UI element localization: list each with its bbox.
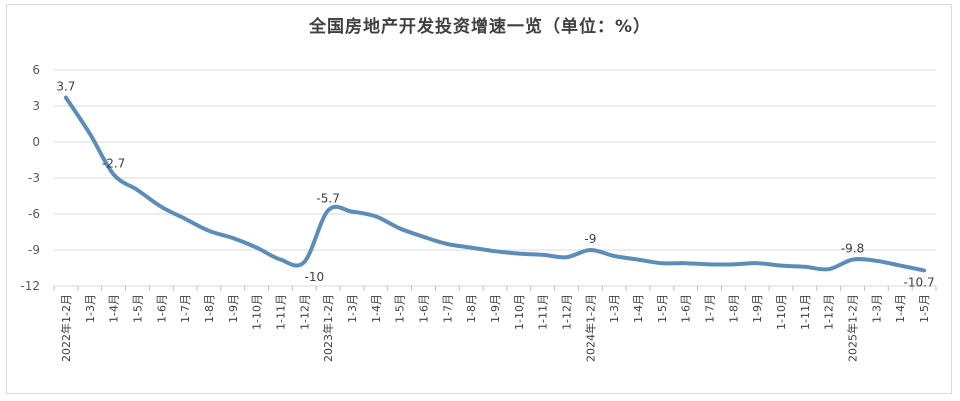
x-tick-label: 1-10月 (513, 294, 526, 330)
x-tick-label: 1-5月 (394, 294, 407, 323)
x-tick-label: 1-9月 (489, 294, 502, 323)
x-tick-label: 1-4月 (632, 294, 645, 323)
x-tick-label: 1-3月 (608, 294, 621, 323)
data-label: -2.7 (102, 156, 125, 170)
x-tick-label: 1-7月 (441, 294, 454, 323)
chart-frame (6, 4, 952, 394)
x-tick-label: 1-5月 (918, 294, 931, 323)
x-tick-label: 1-12月 (298, 294, 311, 330)
x-tick-label: 1-5月 (656, 294, 669, 323)
x-tick-label: 1-12月 (561, 294, 574, 330)
y-tick-label: 0 (32, 135, 40, 149)
series-line (63, 95, 927, 273)
y-tick-label: -6 (28, 207, 40, 221)
x-tick-label: 1-12月 (823, 294, 836, 330)
data-label: 3.7 (56, 80, 75, 94)
x-tick-label: 1-6月 (417, 294, 430, 323)
x-tick-label: 1-10月 (251, 294, 264, 330)
x-tick-label: 1-3月 (84, 294, 97, 323)
x-tick-label: 1-9月 (227, 294, 240, 323)
x-tick-label: 1-8月 (203, 294, 216, 323)
x-tick-label: 1-4月 (894, 294, 907, 323)
x-tick-label: 1-4月 (370, 294, 383, 323)
data-label: -10 (304, 270, 324, 284)
x-tick-label: 2025年1-2月 (846, 294, 860, 362)
x-tick-label: 2022年1-2月 (59, 294, 73, 362)
x-tick-label: 1-11月 (799, 294, 812, 330)
data-label: -9.8 (841, 242, 864, 256)
x-tick-label: 1-6月 (155, 294, 168, 323)
x-tick-label: 1-11月 (537, 294, 550, 330)
x-tick-label: 1-6月 (680, 294, 693, 323)
y-tick-label: -12 (20, 279, 40, 293)
x-tick-label: 1-8月 (465, 294, 478, 323)
chart-title: 全国房地产开发投资增速一览（单位：%） (308, 17, 652, 37)
data-label: -9 (584, 232, 596, 246)
y-tick-label: 6 (32, 63, 40, 77)
x-tick-label: 1-3月 (870, 294, 883, 323)
x-tick-label: 1-7月 (179, 294, 192, 323)
x-tick-label: 1-10月 (775, 294, 788, 330)
x-tick-label: 1-4月 (108, 294, 121, 323)
x-tick-label: 1-9月 (751, 294, 764, 323)
x-tick-label: 1-5月 (131, 294, 144, 323)
data-label: -10.7 (904, 275, 935, 289)
y-tick-label: 3 (32, 99, 40, 113)
x-tick-label: 2024年1-2月 (583, 294, 597, 362)
data-label: -5.7 (316, 191, 339, 205)
x-tick-label: 1-11月 (274, 294, 287, 330)
x-tick-label: 1-7月 (704, 294, 717, 323)
x-tick-label: 2023年1-2月 (321, 294, 335, 362)
x-tick-label: 1-3月 (346, 294, 359, 323)
x-tick-label: 1-8月 (727, 294, 740, 323)
y-tick-label: -3 (28, 171, 40, 185)
y-tick-label: -9 (28, 243, 40, 257)
